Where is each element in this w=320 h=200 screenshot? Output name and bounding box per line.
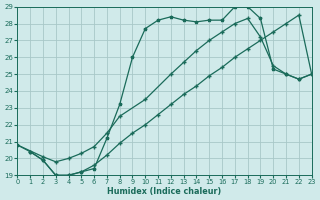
- X-axis label: Humidex (Indice chaleur): Humidex (Indice chaleur): [108, 187, 222, 196]
